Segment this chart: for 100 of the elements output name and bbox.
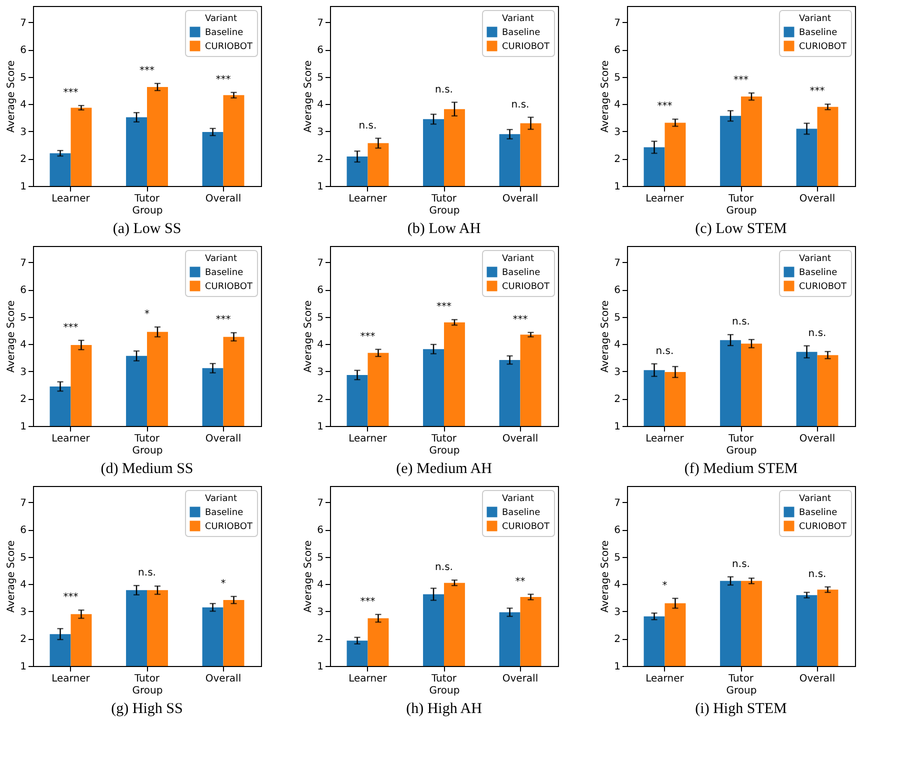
legend-label: Baseline — [799, 28, 838, 38]
y-tick-label: 1 — [317, 422, 324, 432]
x-tick-label: Learner — [646, 434, 685, 444]
legend-label: CURIOBOT — [799, 522, 847, 532]
y-tick-label: 1 — [20, 182, 26, 192]
y-tick-label: 5 — [614, 72, 620, 84]
x-axis-title: Group — [726, 206, 757, 216]
x-tick-label: Tutor — [133, 674, 160, 684]
y-tick-label: 7 — [614, 498, 620, 509]
annotation: n.s. — [656, 346, 674, 357]
y-tick-label: 4 — [20, 100, 26, 111]
text: (i) High STEM — [695, 701, 787, 717]
x-tick-label: Tutor — [133, 434, 160, 444]
y-tick-label: 5 — [614, 312, 620, 324]
legend-label: CURIOBOT — [502, 522, 550, 532]
x-tick-label: Overall — [799, 194, 836, 204]
y-axis-title: Average Score — [6, 60, 18, 133]
text: (c) Low STEM — [695, 221, 787, 237]
y-tick-label: 5 — [614, 552, 620, 564]
y-tick-label: 1 — [317, 182, 324, 192]
annotation: *** — [216, 314, 231, 326]
y-axis-title: Average Score — [600, 60, 612, 133]
legend-label: Baseline — [205, 28, 244, 38]
y-tick-label: 2 — [614, 394, 620, 406]
annotation: n.s. — [808, 328, 826, 339]
x-tick-label: Overall — [502, 434, 538, 444]
annotation: ** — [515, 576, 526, 588]
y-axis-title: Average Score — [6, 300, 18, 373]
annotation: *** — [63, 88, 78, 99]
y-tick-label: 7 — [20, 498, 26, 509]
legend-title: Variant — [502, 254, 534, 264]
annotation: n.s. — [435, 562, 453, 574]
y-tick-label: 2 — [614, 154, 620, 166]
legend-title: Variant — [502, 14, 534, 24]
y-tick-label: 7 — [614, 18, 620, 29]
y-tick-label: 2 — [20, 394, 26, 406]
x-tick-label: Tutor — [727, 434, 754, 444]
x-tick-label: Learner — [52, 434, 91, 444]
y-tick-label: 1 — [614, 182, 620, 192]
y-tick-label: 3 — [20, 126, 26, 138]
y-tick-label: 1 — [614, 662, 620, 672]
annotation: * — [144, 309, 150, 320]
annotation: *** — [657, 101, 672, 112]
y-tick-label: 1 — [20, 422, 26, 432]
y-tick-label: 6 — [20, 285, 26, 296]
x-tick-label: Tutor — [430, 674, 458, 684]
x-tick-label: Learner — [348, 194, 388, 204]
x-tick-label: Overall — [799, 434, 836, 444]
x-axis-title: Group — [132, 686, 163, 696]
annotation: n.s. — [435, 84, 453, 96]
y-tick-label: 4 — [317, 580, 324, 591]
x-axis-title: Group — [429, 686, 460, 696]
annotation: n.s. — [732, 316, 750, 328]
annotation: n.s. — [511, 99, 530, 110]
y-tick-label: 3 — [20, 606, 26, 618]
x-tick-label: Tutor — [430, 194, 458, 204]
y-axis-title: Average Score — [303, 60, 314, 133]
legend-label: CURIOBOT — [502, 42, 550, 52]
x-axis-title: Group — [132, 446, 163, 456]
y-tick-label: 4 — [317, 340, 324, 351]
annotation: *** — [512, 314, 528, 326]
legend-title: Variant — [799, 494, 832, 504]
x-axis-title: Group — [726, 686, 757, 696]
legend-label: Baseline — [799, 508, 838, 518]
y-axis-title: Average Score — [600, 300, 612, 373]
annotation: *** — [360, 596, 376, 608]
annotation: *** — [140, 65, 154, 76]
x-tick-label: Learner — [646, 194, 685, 204]
annotation: * — [220, 578, 226, 590]
text: (h) High AH — [406, 701, 482, 717]
y-tick-label: 5 — [20, 72, 26, 84]
annotation: *** — [63, 592, 78, 604]
y-tick-label: 2 — [614, 634, 620, 646]
y-tick-label: 2 — [317, 154, 324, 166]
legend-label: CURIOBOT — [799, 282, 847, 292]
legend-label: Baseline — [502, 508, 541, 518]
y-tick-label: 3 — [614, 606, 620, 618]
y-tick-label: 6 — [614, 285, 620, 296]
y-axis-title: Average Score — [6, 540, 18, 613]
y-tick-label: 7 — [20, 18, 26, 29]
y-tick-label: 1 — [20, 662, 26, 672]
x-tick-label: Learner — [348, 434, 388, 444]
text: (d) Medium SS — [100, 461, 194, 477]
x-tick-label: Learner — [52, 194, 91, 204]
x-tick-label: Overall — [799, 674, 836, 684]
legend-label: CURIOBOT — [205, 282, 253, 292]
legend-title: Variant — [502, 494, 534, 504]
y-tick-label: 3 — [614, 126, 620, 138]
y-tick-label: 3 — [317, 606, 324, 618]
x-tick-label: Overall — [205, 434, 242, 444]
x-tick-label: Overall — [502, 194, 538, 204]
y-tick-label: 1 — [317, 662, 324, 672]
legend-label: Baseline — [205, 508, 244, 518]
y-tick-label: 6 — [614, 45, 620, 56]
annotation: n.s. — [138, 568, 156, 579]
y-tick-label: 6 — [614, 525, 620, 536]
y-tick-label: 2 — [20, 154, 26, 166]
y-axis-title: Average Score — [303, 300, 314, 373]
legend-label: CURIOBOT — [205, 522, 253, 532]
y-tick-label: 5 — [20, 552, 26, 564]
